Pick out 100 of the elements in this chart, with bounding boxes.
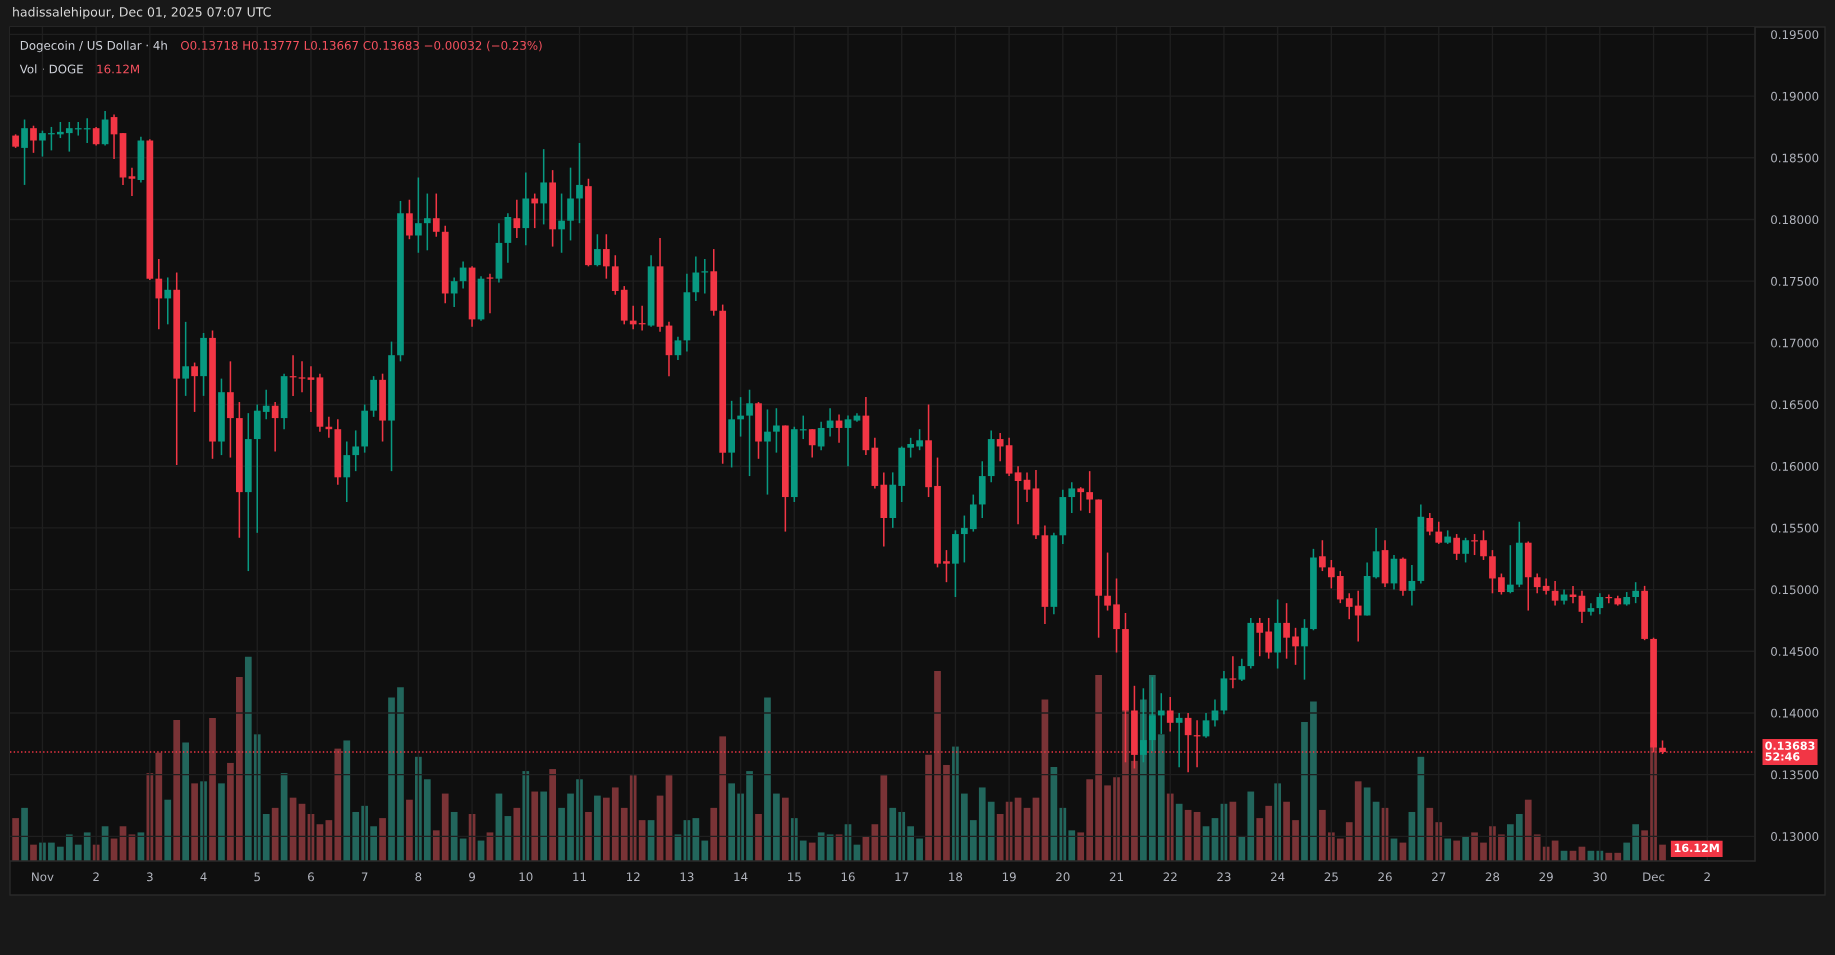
bar	[423, 779, 431, 861]
candlestick	[567, 166, 574, 242]
bar	[244, 656, 252, 861]
candlestick	[352, 429, 360, 472]
bar	[540, 791, 548, 861]
bar	[585, 811, 592, 861]
candlestick	[1498, 572, 1505, 596]
bar	[701, 840, 709, 861]
bar	[12, 818, 19, 861]
bar	[817, 832, 825, 861]
candlestick	[594, 233, 601, 268]
x-tick-label: 22	[1163, 872, 1177, 882]
candlestick	[92, 126, 100, 147]
text: hadissalehipour, Dec 01, 2025 07:07 UTC	[13, 6, 271, 20]
y-tick-label: 0.14000	[1771, 708, 1819, 718]
y-tick-label: 0.14500	[1771, 646, 1819, 656]
candlestick	[155, 258, 163, 331]
candlestick	[1596, 592, 1604, 616]
candlestick	[1301, 618, 1308, 681]
x-tick-label: 23	[1217, 872, 1231, 882]
bar	[755, 814, 762, 861]
candlestick	[128, 166, 136, 197]
candlestick	[1319, 539, 1326, 572]
bar	[746, 771, 753, 861]
x-tick-label: 9	[469, 872, 475, 882]
bar	[1444, 838, 1452, 861]
y-tick-label: 0.16500	[1771, 400, 1819, 410]
candlestick	[602, 233, 610, 280]
bar	[1354, 781, 1362, 861]
bar	[916, 838, 923, 861]
annotation: 16.12M	[1674, 843, 1719, 853]
bar	[1659, 844, 1666, 861]
x-tick-label: 2	[93, 872, 99, 882]
bar	[441, 793, 449, 861]
chart-subtitle: 16.12M	[97, 64, 139, 74]
candlestick	[432, 192, 440, 238]
bar	[271, 807, 279, 861]
y-tick-label: 0.16000	[1771, 461, 1819, 471]
bar	[692, 818, 700, 861]
candlestick	[1014, 465, 1022, 525]
bar	[1068, 830, 1076, 861]
x-tick-label: 30	[1593, 872, 1607, 882]
bar	[513, 807, 521, 861]
bar	[1453, 840, 1460, 861]
bar	[1471, 832, 1478, 861]
candlestick	[1480, 529, 1487, 561]
candlestick	[513, 198, 521, 239]
bar	[164, 799, 172, 861]
x-tick-label: 24	[1270, 872, 1285, 882]
candlestick	[1345, 592, 1353, 620]
bar	[1319, 809, 1326, 861]
candlestick	[298, 360, 306, 393]
bar	[388, 697, 395, 861]
bar	[343, 740, 351, 861]
candlestick	[1327, 559, 1335, 590]
bar	[1283, 801, 1290, 861]
bar	[1077, 832, 1085, 861]
bar	[352, 811, 360, 861]
candlestick	[1336, 570, 1344, 604]
x-tick-label: 13	[680, 872, 694, 882]
bar	[764, 697, 771, 861]
x-tick-label: 19	[1002, 872, 1016, 882]
bar	[1104, 785, 1111, 861]
bar	[1336, 838, 1344, 861]
bar	[48, 842, 55, 861]
candlestick	[1292, 627, 1299, 666]
candlestick	[343, 440, 351, 503]
bar	[889, 807, 897, 861]
candlestick	[39, 129, 46, 158]
bar	[925, 754, 932, 861]
bar	[1515, 814, 1523, 861]
bar	[594, 795, 601, 861]
bar	[1623, 842, 1631, 861]
candlestick	[1166, 696, 1174, 733]
y-tick-label: 0.17500	[1771, 276, 1819, 286]
bar	[1345, 822, 1353, 861]
bar	[227, 762, 234, 861]
x-tick-label: 5	[254, 872, 260, 882]
y-tick-label: 0.19000	[1771, 91, 1819, 101]
bar	[907, 826, 915, 861]
bar	[74, 844, 82, 861]
x-tick-label: 25	[1324, 872, 1338, 882]
y-tick-label: 0.13500	[1771, 770, 1819, 780]
bar	[1175, 803, 1183, 861]
x-tick-label: 21	[1109, 872, 1123, 882]
x-tick-label: Dec	[1643, 872, 1665, 882]
bar	[719, 736, 727, 861]
candlestick	[1068, 481, 1076, 514]
x-tick-label: 14	[734, 872, 748, 882]
bar	[1157, 734, 1165, 861]
bar	[943, 764, 950, 861]
candlestick	[191, 361, 198, 413]
bar	[1632, 824, 1640, 861]
candlestick	[1229, 655, 1237, 690]
x-tick-label: 8	[415, 872, 422, 882]
candlestick	[262, 388, 270, 421]
candlestick	[65, 121, 73, 153]
bar	[808, 842, 816, 861]
bar	[773, 793, 780, 861]
bar	[334, 748, 342, 861]
